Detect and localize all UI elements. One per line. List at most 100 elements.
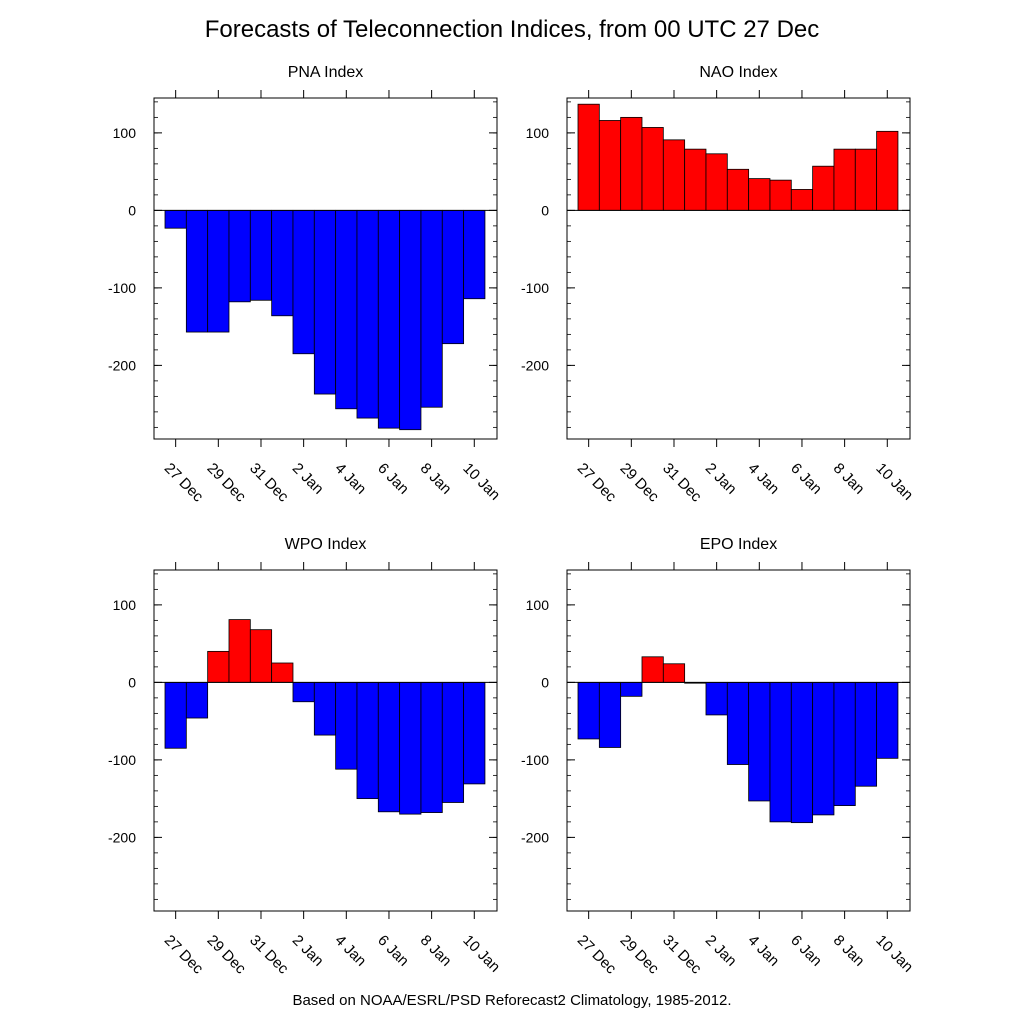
x-tick-label: 10 Jan (459, 932, 503, 976)
bar (271, 662, 294, 683)
bar (164, 681, 187, 749)
x-tick-label: 6 Jan (374, 460, 412, 498)
bar (356, 681, 379, 800)
bar (705, 681, 728, 716)
bar (420, 209, 443, 408)
y-tick-label: -100 (108, 752, 136, 768)
x-tick-label: 31 Dec (246, 932, 292, 978)
chart-title: NAO Index (699, 64, 777, 81)
x-tick-label: 29 Dec (203, 460, 249, 506)
bar (249, 629, 273, 683)
x-tick-label: 27 Dec (161, 460, 207, 506)
bar (726, 168, 750, 211)
bar (356, 209, 379, 419)
x-tick-label: 6 Jan (787, 460, 825, 498)
x-tick-label: 8 Jan (417, 460, 455, 498)
bar (620, 681, 643, 697)
bar (207, 209, 230, 333)
x-tick-label: 27 Dec (574, 932, 620, 978)
y-tick-label: 0 (128, 674, 136, 690)
bar (164, 209, 187, 229)
bar (185, 209, 209, 333)
bar (598, 120, 622, 211)
plot-frame (566, 569, 911, 912)
bar (377, 209, 401, 429)
plot-frame (153, 97, 498, 440)
x-tick-label: 29 Dec (616, 460, 662, 506)
x-tick-label: 10 Jan (459, 460, 503, 504)
bar (463, 681, 486, 785)
bar (292, 681, 315, 703)
bar (854, 148, 878, 211)
bar (313, 681, 337, 736)
bar (748, 681, 771, 802)
bar (577, 681, 600, 740)
y-tick-label: -200 (108, 357, 136, 373)
bar (833, 681, 856, 806)
y-tick-label: 100 (113, 125, 137, 141)
bar (876, 130, 899, 211)
bar (833, 148, 856, 211)
page-title: Forecasts of Teleconnection Indices, fro… (204, 16, 820, 43)
x-tick-label: 4 Jan (744, 460, 782, 498)
y-tick-label: -100 (521, 752, 549, 768)
bar (790, 189, 814, 211)
y-tick-label: 0 (128, 202, 136, 218)
x-tick-label: 2 Jan (702, 932, 740, 970)
bar (399, 681, 422, 815)
bar (812, 681, 835, 816)
bar (812, 165, 835, 211)
bar (641, 656, 664, 683)
x-tick-label: 2 Jan (289, 932, 327, 970)
chart-title: EPO Index (700, 536, 777, 553)
plot-frame (153, 569, 498, 912)
y-tick-label: 100 (113, 597, 137, 613)
bar (292, 209, 315, 355)
bar (876, 681, 899, 759)
bar (420, 681, 443, 813)
x-tick-label: 31 Dec (246, 460, 292, 506)
bar (662, 139, 686, 211)
bar (377, 681, 401, 813)
bar (441, 209, 465, 345)
bar (271, 209, 294, 317)
bar (641, 127, 664, 211)
x-tick-label: 4 Jan (331, 460, 369, 498)
bar (790, 681, 814, 824)
y-tick-label: -200 (521, 829, 549, 845)
bar (620, 116, 643, 211)
bar (185, 681, 209, 719)
bar (249, 209, 273, 301)
bar (463, 209, 486, 300)
bar (577, 103, 600, 211)
bar (228, 619, 251, 683)
bar (207, 650, 230, 683)
footer-note: Based on NOAA/ESRL/PSD Reforecast2 Clima… (292, 992, 732, 1009)
x-tick-label: 8 Jan (830, 932, 868, 970)
y-tick-label: -200 (108, 829, 136, 845)
x-tick-label: 6 Jan (787, 932, 825, 970)
x-tick-label: 29 Dec (616, 932, 662, 978)
x-tick-label: 31 Dec (659, 932, 705, 978)
x-tick-label: 10 Jan (872, 932, 916, 976)
x-tick-label: 27 Dec (574, 460, 620, 506)
y-tick-label: 0 (541, 202, 549, 218)
bar (662, 663, 686, 683)
y-tick-label: -100 (108, 280, 136, 296)
bar (726, 681, 750, 765)
x-tick-label: 4 Jan (744, 932, 782, 970)
bar (684, 148, 707, 211)
y-tick-label: -200 (521, 357, 549, 373)
y-tick-label: -100 (521, 280, 549, 296)
x-tick-label: 8 Jan (417, 932, 455, 970)
y-tick-label: 100 (526, 597, 550, 613)
bar (441, 681, 465, 803)
x-tick-label: 2 Jan (702, 460, 740, 498)
x-tick-label: 29 Dec (203, 932, 249, 978)
chart-title: WPO Index (285, 536, 367, 553)
